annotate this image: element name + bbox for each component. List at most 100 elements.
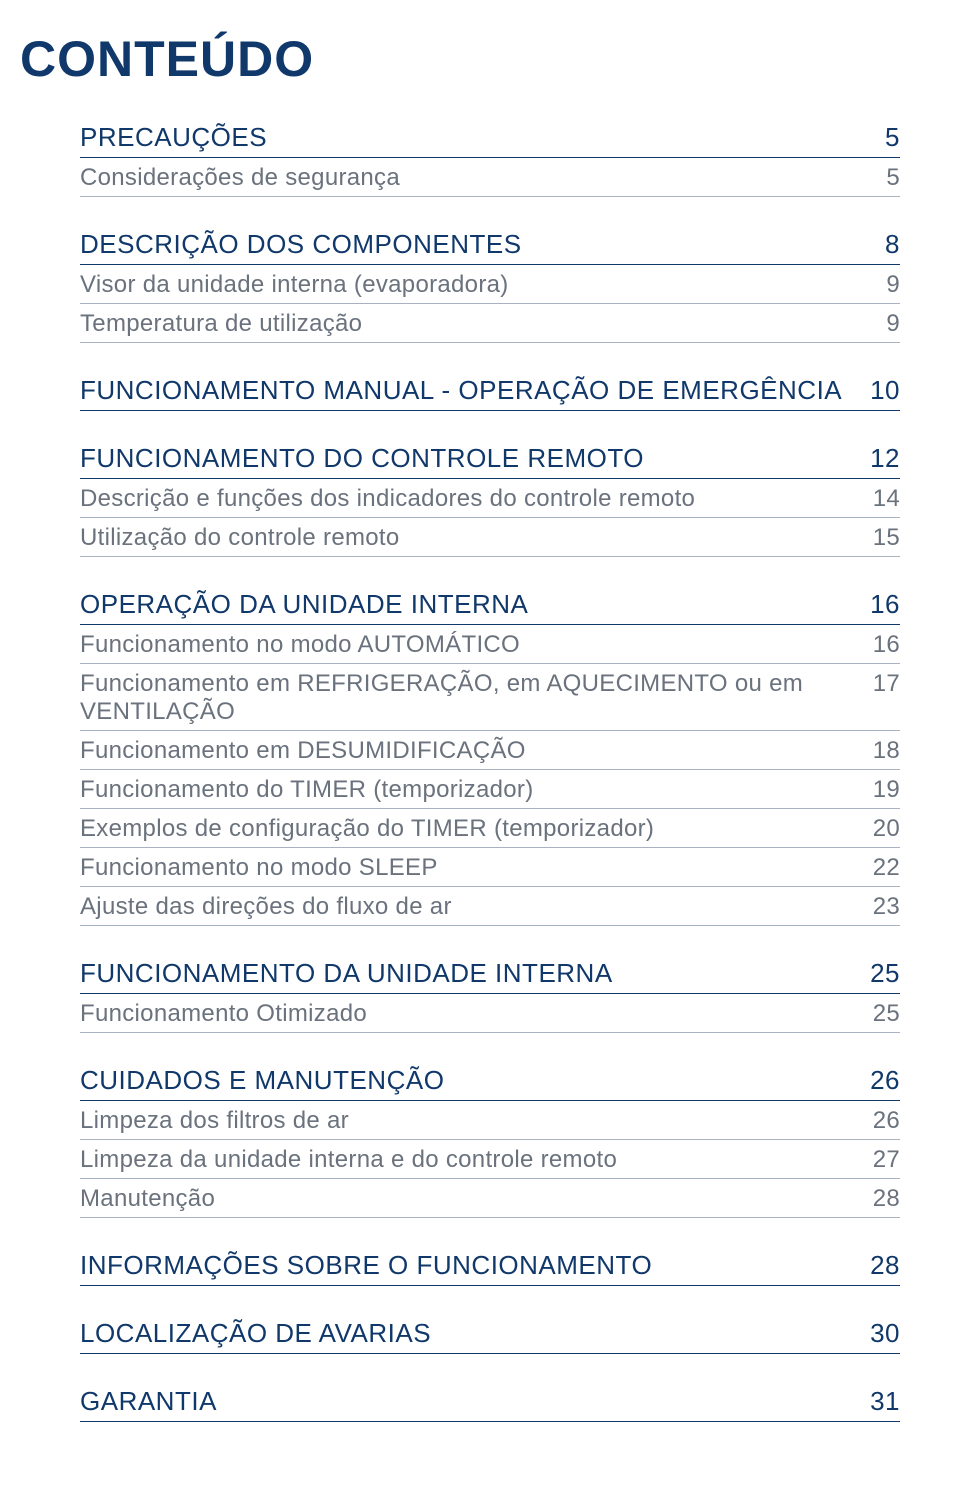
toc-label: Visor da unidade interna (evaporadora)	[80, 271, 509, 299]
toc-row: GARANTIA 31	[80, 1380, 900, 1422]
toc-row: FUNCIONAMENTO DO CONTROLE REMOTO 12	[80, 437, 900, 479]
toc-page: 22	[860, 854, 900, 882]
toc-row: Considerações de segurança 5	[80, 158, 900, 197]
toc-row: Funcionamento em REFRIGERAÇÃO, em AQUECI…	[80, 664, 900, 731]
toc-label: DESCRIÇÃO DOS COMPONENTES	[80, 229, 522, 260]
toc-label: Limpeza da unidade interna e do controle…	[80, 1146, 617, 1174]
toc-row: Funcionamento do TIMER (temporizador) 19	[80, 770, 900, 809]
toc-page: 20	[860, 815, 900, 843]
toc-section: FUNCIONAMENTO DO CONTROLE REMOTO 12	[80, 437, 900, 479]
toc-sub: Funcionamento do TIMER (temporizador) 19	[80, 770, 900, 809]
toc-label: Ajuste das direções do fluxo de ar	[80, 893, 452, 921]
toc-label: FUNCIONAMENTO DO CONTROLE REMOTO	[80, 443, 644, 474]
toc-row: INFORMAÇÕES SOBRE O FUNCIONAMENTO 28	[80, 1244, 900, 1286]
toc-row: Funcionamento em DESUMIDIFICAÇÃO 18	[80, 731, 900, 770]
toc-sub: Funcionamento no modo SLEEP 22	[80, 848, 900, 887]
toc-block-8: INFORMAÇÕES SOBRE O FUNCIONAMENTO 28	[80, 1244, 900, 1286]
toc-row: Temperatura de utilização 9	[80, 304, 900, 343]
toc-block-3: FUNCIONAMENTO MANUAL - OPERAÇÃO DE EMERG…	[80, 369, 900, 411]
toc-sub: Funcionamento no modo AUTOMÁTICO 16	[80, 625, 900, 664]
toc-page: 28	[860, 1185, 900, 1213]
toc-section: FUNCIONAMENTO MANUAL - OPERAÇÃO DE EMERG…	[80, 369, 900, 411]
toc-row: Limpeza dos filtros de ar 26	[80, 1101, 900, 1140]
toc-page: 12	[860, 443, 900, 474]
toc-page: 9	[860, 310, 900, 338]
toc-section: CUIDADOS E MANUTENÇÃO 26	[80, 1059, 900, 1101]
toc-section: GARANTIA 31	[80, 1380, 900, 1422]
toc-sub: Considerações de segurança 5	[80, 158, 900, 197]
toc-row: Funcionamento no modo AUTOMÁTICO 16	[80, 625, 900, 664]
toc-block-5: OPERAÇÃO DA UNIDADE INTERNA 16 Funcionam…	[80, 583, 900, 926]
toc-label: Funcionamento em REFRIGERAÇÃO, em AQUECI…	[80, 670, 860, 726]
toc-sub: Funcionamento em REFRIGERAÇÃO, em AQUECI…	[80, 664, 900, 731]
toc-row: DESCRIÇÃO DOS COMPONENTES 8	[80, 223, 900, 265]
toc-label: FUNCIONAMENTO MANUAL - OPERAÇÃO DE EMERG…	[80, 375, 842, 406]
toc-page: 5	[860, 164, 900, 192]
toc-section: INFORMAÇÕES SOBRE O FUNCIONAMENTO 28	[80, 1244, 900, 1286]
toc-row: OPERAÇÃO DA UNIDADE INTERNA 16	[80, 583, 900, 625]
toc-page: 16	[860, 589, 900, 620]
toc-label: Funcionamento Otimizado	[80, 1000, 367, 1028]
toc-label: Funcionamento no modo SLEEP	[80, 854, 438, 882]
toc-label: Funcionamento no modo AUTOMÁTICO	[80, 631, 520, 659]
toc-label: Considerações de segurança	[80, 164, 400, 192]
toc-block-9: LOCALIZAÇÃO DE AVARIAS 30	[80, 1312, 900, 1354]
toc-label: Limpeza dos filtros de ar	[80, 1107, 349, 1135]
toc-label: CUIDADOS E MANUTENÇÃO	[80, 1065, 444, 1096]
toc-section: FUNCIONAMENTO DA UNIDADE INTERNA 25	[80, 952, 900, 994]
toc-row: LOCALIZAÇÃO DE AVARIAS 30	[80, 1312, 900, 1354]
toc-page: 16	[860, 631, 900, 659]
toc-page: 26	[860, 1065, 900, 1096]
toc-sub: Limpeza da unidade interna e do controle…	[80, 1140, 900, 1179]
toc-section: PRECAUÇÕES 5	[80, 116, 900, 158]
toc-sub: Funcionamento em DESUMIDIFICAÇÃO 18	[80, 731, 900, 770]
toc-block-6: FUNCIONAMENTO DA UNIDADE INTERNA 25 Func…	[80, 952, 900, 1033]
toc-row: Manutenção 28	[80, 1179, 900, 1218]
toc-sub: Manutenção 28	[80, 1179, 900, 1218]
toc-sub: Visor da unidade interna (evaporadora) 9	[80, 265, 900, 304]
toc-label: Funcionamento do TIMER (temporizador)	[80, 776, 534, 804]
toc-label: PRECAUÇÕES	[80, 122, 267, 153]
toc-label: Funcionamento em DESUMIDIFICAÇÃO	[80, 737, 526, 765]
toc-label: FUNCIONAMENTO DA UNIDADE INTERNA	[80, 958, 613, 989]
toc-section: DESCRIÇÃO DOS COMPONENTES 8	[80, 223, 900, 265]
toc-page: 31	[860, 1386, 900, 1417]
toc-page: 9	[860, 271, 900, 299]
toc-row: CUIDADOS E MANUTENÇÃO 26	[80, 1059, 900, 1101]
toc-row: PRECAUÇÕES 5	[80, 116, 900, 158]
toc-label: INFORMAÇÕES SOBRE O FUNCIONAMENTO	[80, 1250, 652, 1281]
toc-label: OPERAÇÃO DA UNIDADE INTERNA	[80, 589, 528, 620]
toc-page: 5	[860, 122, 900, 153]
toc-page: 27	[860, 1146, 900, 1174]
toc-sub: Temperatura de utilização 9	[80, 304, 900, 343]
toc-label: LOCALIZAÇÃO DE AVARIAS	[80, 1318, 431, 1349]
toc-page: 18	[860, 737, 900, 765]
toc-page: 19	[860, 776, 900, 804]
toc-block-7: CUIDADOS E MANUTENÇÃO 26 Limpeza dos fil…	[80, 1059, 900, 1218]
toc-page: 30	[860, 1318, 900, 1349]
toc-page: 25	[860, 1000, 900, 1028]
toc-sub: Funcionamento Otimizado 25	[80, 994, 900, 1033]
toc-row: Descrição e funções dos indicadores do c…	[80, 479, 900, 518]
toc-sub: Exemplos de configuração do TIMER (tempo…	[80, 809, 900, 848]
toc-row: Funcionamento Otimizado 25	[80, 994, 900, 1033]
toc-row: Utilização do controle remoto 15	[80, 518, 900, 557]
toc-row: Exemplos de configuração do TIMER (tempo…	[80, 809, 900, 848]
toc-block-2: DESCRIÇÃO DOS COMPONENTES 8 Visor da uni…	[80, 223, 900, 343]
toc-label: Manutenção	[80, 1185, 215, 1213]
toc-sub: Descrição e funções dos indicadores do c…	[80, 479, 900, 518]
toc-row: Ajuste das direções do fluxo de ar 23	[80, 887, 900, 926]
toc-block-1: PRECAUÇÕES 5 Considerações de segurança …	[80, 116, 900, 197]
toc-block-10: GARANTIA 31	[80, 1380, 900, 1422]
toc-page: 23	[860, 893, 900, 921]
toc-page: 17	[860, 670, 900, 698]
toc-row: Funcionamento no modo SLEEP 22	[80, 848, 900, 887]
page-title: CONTEÚDO	[20, 30, 900, 88]
toc-page: 8	[860, 229, 900, 260]
toc-label: Utilização do controle remoto	[80, 524, 400, 552]
toc-page: 15	[860, 524, 900, 552]
toc-page: 26	[860, 1107, 900, 1135]
toc-row: Visor da unidade interna (evaporadora) 9	[80, 265, 900, 304]
toc-sub: Utilização do controle remoto 15	[80, 518, 900, 557]
toc-section: LOCALIZAÇÃO DE AVARIAS 30	[80, 1312, 900, 1354]
